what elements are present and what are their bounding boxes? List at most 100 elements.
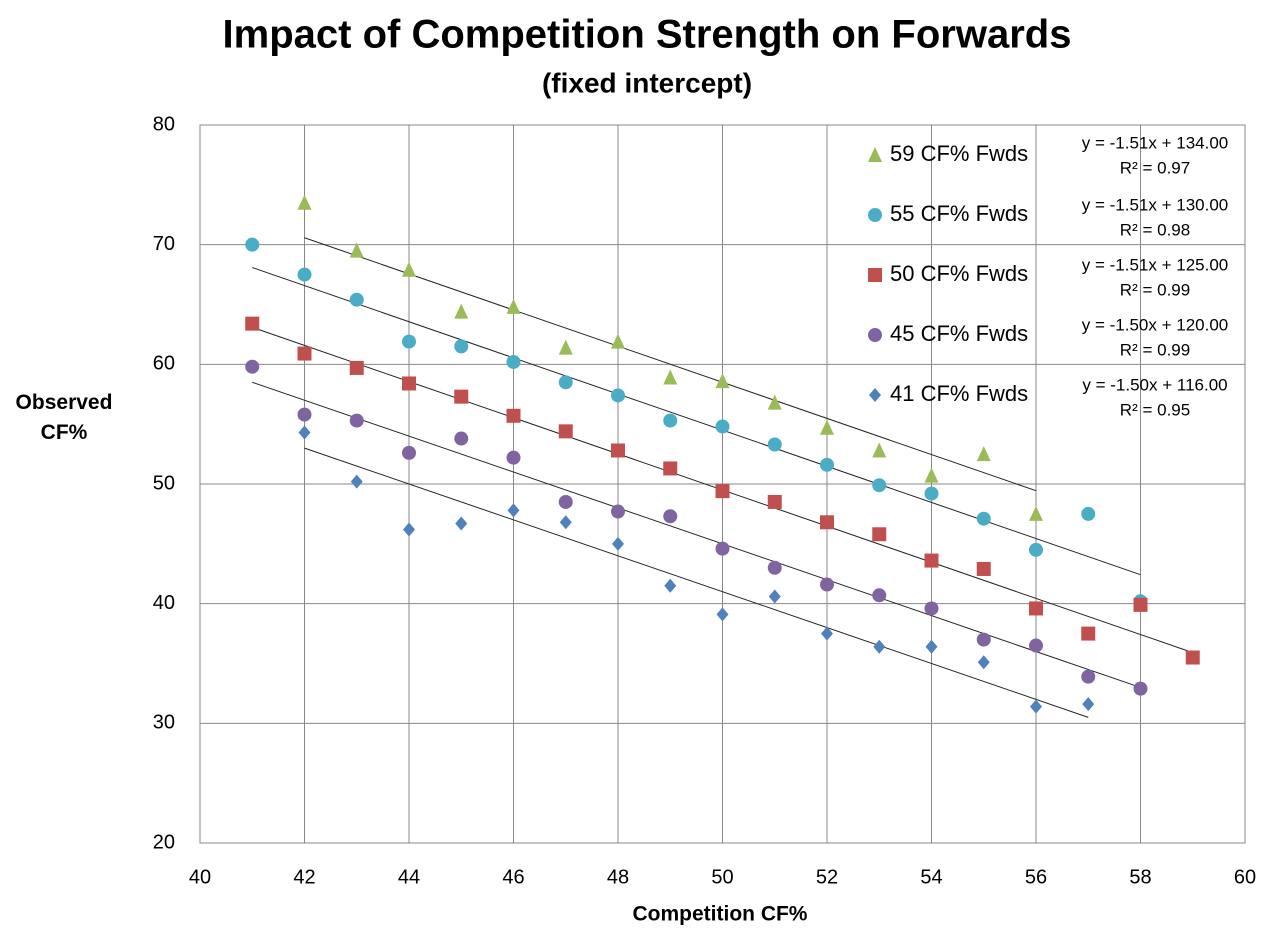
trend-equation: y = -1.51x + 125.00: [1082, 255, 1229, 274]
y-tick-label: 70: [153, 233, 175, 255]
point: [976, 632, 991, 647]
x-tick-label: 54: [920, 866, 942, 888]
point: [767, 394, 782, 410]
point: [506, 298, 521, 314]
x-tick-label: 40: [189, 866, 211, 888]
point: [350, 474, 363, 489]
point: [715, 484, 730, 499]
point: [715, 419, 730, 434]
point: [976, 446, 991, 462]
point: [558, 375, 573, 390]
point: [507, 503, 520, 518]
legend-label: 45 CF% Fwds: [890, 321, 1028, 346]
point: [872, 442, 887, 458]
point: [402, 445, 416, 460]
point: [977, 655, 990, 670]
point: [297, 407, 312, 422]
point: [454, 389, 469, 404]
x-tick-label: 50: [711, 866, 733, 888]
point: [663, 369, 678, 385]
point: [611, 388, 625, 403]
trend-equation: y = -1.51x + 134.00: [1082, 133, 1229, 152]
point: [1082, 697, 1095, 712]
point: [924, 486, 939, 501]
legend-label: 59 CF% Fwds: [890, 141, 1028, 166]
x-tick-label: 58: [1129, 866, 1151, 888]
point: [1081, 506, 1096, 521]
point: [715, 541, 730, 556]
trend-r2: R² = 0.97: [1120, 158, 1190, 177]
point: [245, 316, 260, 331]
point: [663, 461, 678, 476]
point: [664, 578, 677, 593]
legend-marker: [868, 328, 882, 342]
point: [402, 261, 416, 277]
point: [976, 561, 991, 576]
point: [924, 601, 939, 616]
point: [611, 333, 625, 349]
trend-line: [304, 447, 1089, 718]
chart-title: Impact of Competition Strength on Forwar…: [223, 13, 1072, 57]
point: [454, 303, 469, 319]
point: [402, 334, 416, 349]
point: [924, 553, 939, 568]
legend-label: 55 CF% Fwds: [890, 201, 1028, 226]
point: [558, 339, 573, 355]
point: [403, 522, 415, 537]
point: [559, 515, 572, 530]
point: [976, 511, 991, 526]
point: [297, 346, 312, 361]
point: [454, 339, 469, 354]
x-tick-label: 60: [1234, 866, 1256, 888]
trend-line: [304, 237, 1037, 492]
point: [820, 515, 834, 530]
point: [663, 413, 678, 428]
point: [872, 527, 887, 542]
point: [1029, 505, 1043, 521]
point: [820, 577, 834, 592]
point: [1133, 681, 1148, 696]
point: [298, 425, 311, 440]
y-axis-label: Observed CF%: [15, 391, 113, 444]
point: [716, 607, 729, 622]
legend-label: 50 CF% Fwds: [890, 261, 1028, 286]
y-tick-label: 50: [153, 472, 175, 494]
legend-marker: [868, 147, 882, 162]
trend-equation: y = -1.50x + 116.00: [1082, 375, 1227, 394]
point: [506, 450, 521, 465]
point: [872, 478, 887, 493]
x-axis-label: Competition CF%: [633, 903, 808, 926]
trend-r2: R² = 0.98: [1120, 220, 1190, 239]
point: [715, 373, 730, 389]
point: [454, 431, 469, 446]
point: [1029, 542, 1043, 557]
point: [349, 242, 364, 258]
trend-line: [252, 381, 1141, 688]
point: [925, 639, 938, 654]
legend-marker: [868, 208, 882, 222]
point: [349, 292, 364, 307]
x-tick-label: 52: [816, 866, 838, 888]
trend-r2: R² = 0.99: [1120, 340, 1190, 359]
point: [767, 437, 782, 452]
point: [1029, 638, 1043, 653]
point: [1030, 699, 1042, 714]
point: [821, 626, 833, 641]
point: [1029, 601, 1043, 616]
legend-marker: [868, 268, 882, 282]
point: [663, 509, 678, 524]
point: [245, 359, 260, 374]
point: [768, 589, 781, 604]
x-tick-label: 46: [502, 866, 524, 888]
trend-r2: R² = 0.95: [1120, 400, 1190, 419]
point: [1133, 597, 1148, 612]
trend-equation: y = -1.50x + 120.00: [1082, 315, 1229, 334]
point: [297, 194, 312, 210]
point: [245, 237, 260, 252]
x-tick-label: 48: [607, 866, 629, 888]
point: [349, 360, 364, 375]
trend-r2: R² = 0.99: [1120, 280, 1190, 299]
